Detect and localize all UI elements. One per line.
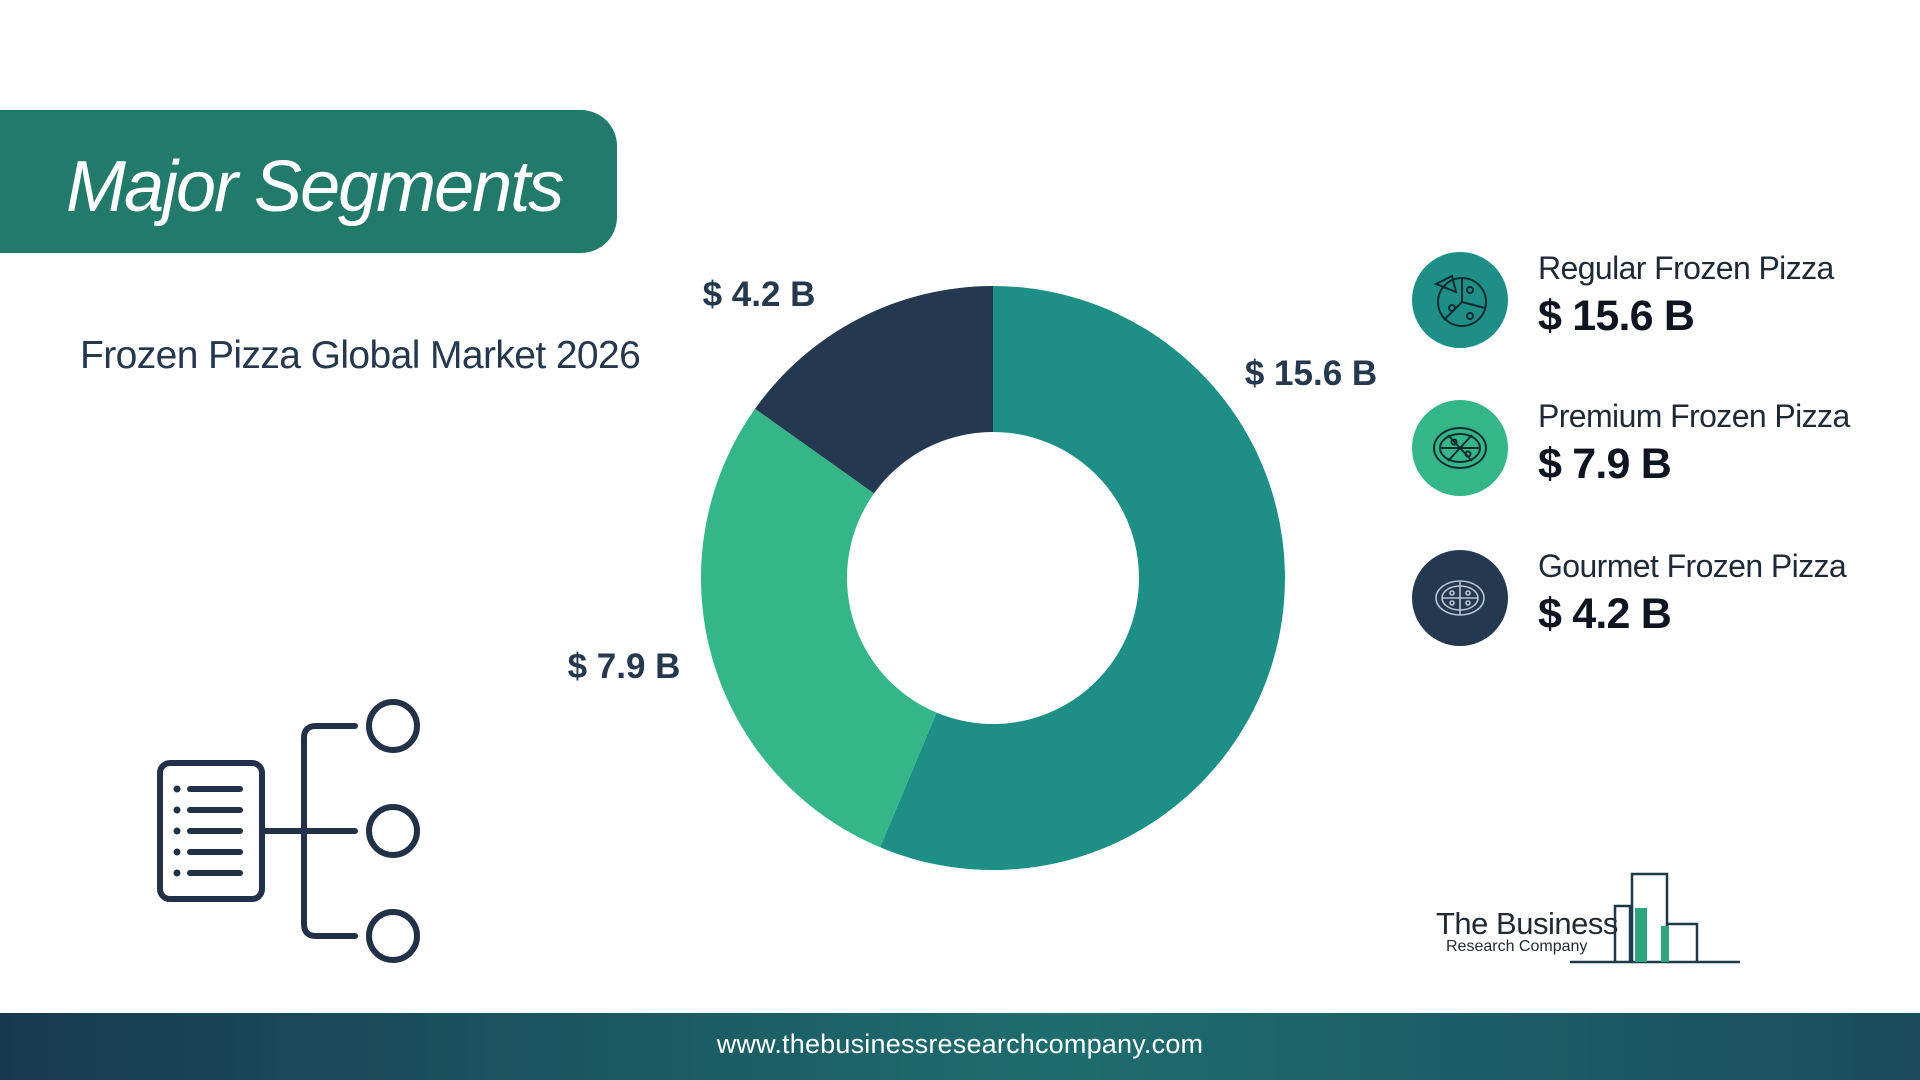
title-banner: Major Segments	[0, 110, 617, 253]
donut-data-label: $ 7.9 B	[568, 647, 681, 686]
company-logo: The Business Research Company	[1430, 872, 1750, 967]
pizza-slice-icon	[1412, 252, 1508, 348]
logo-text-primary: The Business	[1436, 906, 1618, 941]
legend-label: Regular Frozen Pizza	[1538, 250, 1834, 286]
donut-slice-2	[701, 408, 937, 848]
legend-label: Premium Frozen Pizza	[1538, 398, 1850, 434]
legend-value: $ 7.9 B	[1538, 440, 1672, 488]
segments-hierarchy-icon	[157, 699, 420, 963]
legend-value: $ 4.2 B	[1538, 590, 1672, 638]
logo-text-secondary: Research Company	[1446, 938, 1588, 955]
donut-slice-1	[880, 286, 1286, 871]
footer-website-link[interactable]: www.thebusinessresearchcompany.com	[716, 1029, 1204, 1059]
chart-subtitle: Frozen Pizza Global Market 2026	[80, 334, 641, 377]
legend-item-gourmet: Gourmet Frozen Pizza $ 4.2 B	[1412, 548, 1912, 650]
pizza-top-view-icon	[1412, 550, 1508, 646]
legend-label: Gourmet Frozen Pizza	[1538, 548, 1847, 584]
pizza-icon	[1412, 400, 1508, 496]
footer-bar: www.thebusinessresearchcompany.com	[0, 1013, 1920, 1080]
page-title: Major Segments	[66, 147, 564, 227]
logo-buildings-icon	[1570, 872, 1740, 964]
donut-data-label: $ 15.6 B	[1245, 354, 1377, 393]
legend-value: $ 15.6 B	[1538, 292, 1695, 340]
donut-data-label: $ 4.2 B	[703, 275, 816, 314]
legend-item-regular: Regular Frozen Pizza $ 15.6 B	[1412, 250, 1912, 352]
donut-slice-3	[755, 286, 993, 494]
legend-item-premium: Premium Frozen Pizza $ 7.9 B	[1412, 398, 1912, 500]
